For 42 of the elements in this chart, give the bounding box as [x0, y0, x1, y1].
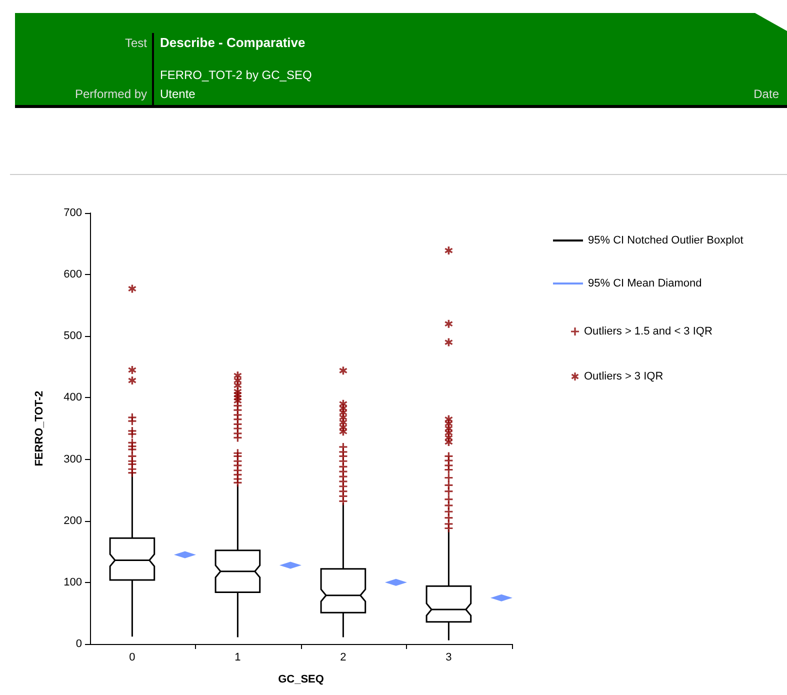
text: Test — [124, 36, 147, 50]
y-tick-label: 700 — [64, 207, 82, 219]
point — [444, 438, 453, 446]
point — [444, 487, 453, 496]
y-tick-label: 500 — [64, 330, 82, 342]
text: Date — [754, 87, 779, 101]
x-tick-label: 2 — [340, 652, 346, 664]
y-tick-label: 300 — [64, 453, 82, 466]
point — [128, 366, 136, 374]
x-axis-title: GC_SEQ — [278, 674, 324, 686]
x-tick-label: 0 — [129, 652, 136, 664]
point — [234, 449, 242, 458]
legend-label: Outliers > 3 IQR — [584, 370, 664, 382]
chart-title: Describe - Comparative — [160, 35, 306, 50]
point — [128, 426, 136, 435]
legend-label: 95% CI Mean Diamond — [588, 278, 702, 290]
point — [128, 284, 136, 293]
point — [339, 428, 348, 436]
point — [128, 438, 136, 447]
point — [128, 376, 136, 384]
y-tick-label: 0 — [76, 638, 82, 650]
chart-subtitle: FERRO_TOT-2 by GC_SEQ — [160, 68, 312, 82]
point — [339, 366, 348, 375]
y-tick-label: 400 — [64, 392, 82, 404]
x-tick-label: 1 — [234, 652, 241, 664]
y-tick-label: 200 — [64, 514, 82, 527]
point — [339, 497, 348, 506]
point — [128, 413, 136, 422]
y-axis-title: FERRO_TOT-2 — [34, 390, 46, 466]
point — [444, 466, 453, 474]
x-tick-label: 3 — [446, 652, 452, 664]
legend-label: 95% CI Notched Outlier Boxplot — [588, 234, 744, 246]
point — [444, 246, 453, 255]
point — [444, 338, 453, 346]
y-tick-label: 600 — [64, 268, 82, 281]
legend-label: Outliers > 1.5 and < 3 IQR — [584, 326, 712, 338]
point — [444, 524, 453, 532]
point — [234, 372, 242, 380]
text: Utente — [160, 87, 196, 101]
text: Performed by — [74, 87, 147, 101]
point — [444, 320, 453, 328]
y-tick-label: 100 — [64, 576, 82, 588]
